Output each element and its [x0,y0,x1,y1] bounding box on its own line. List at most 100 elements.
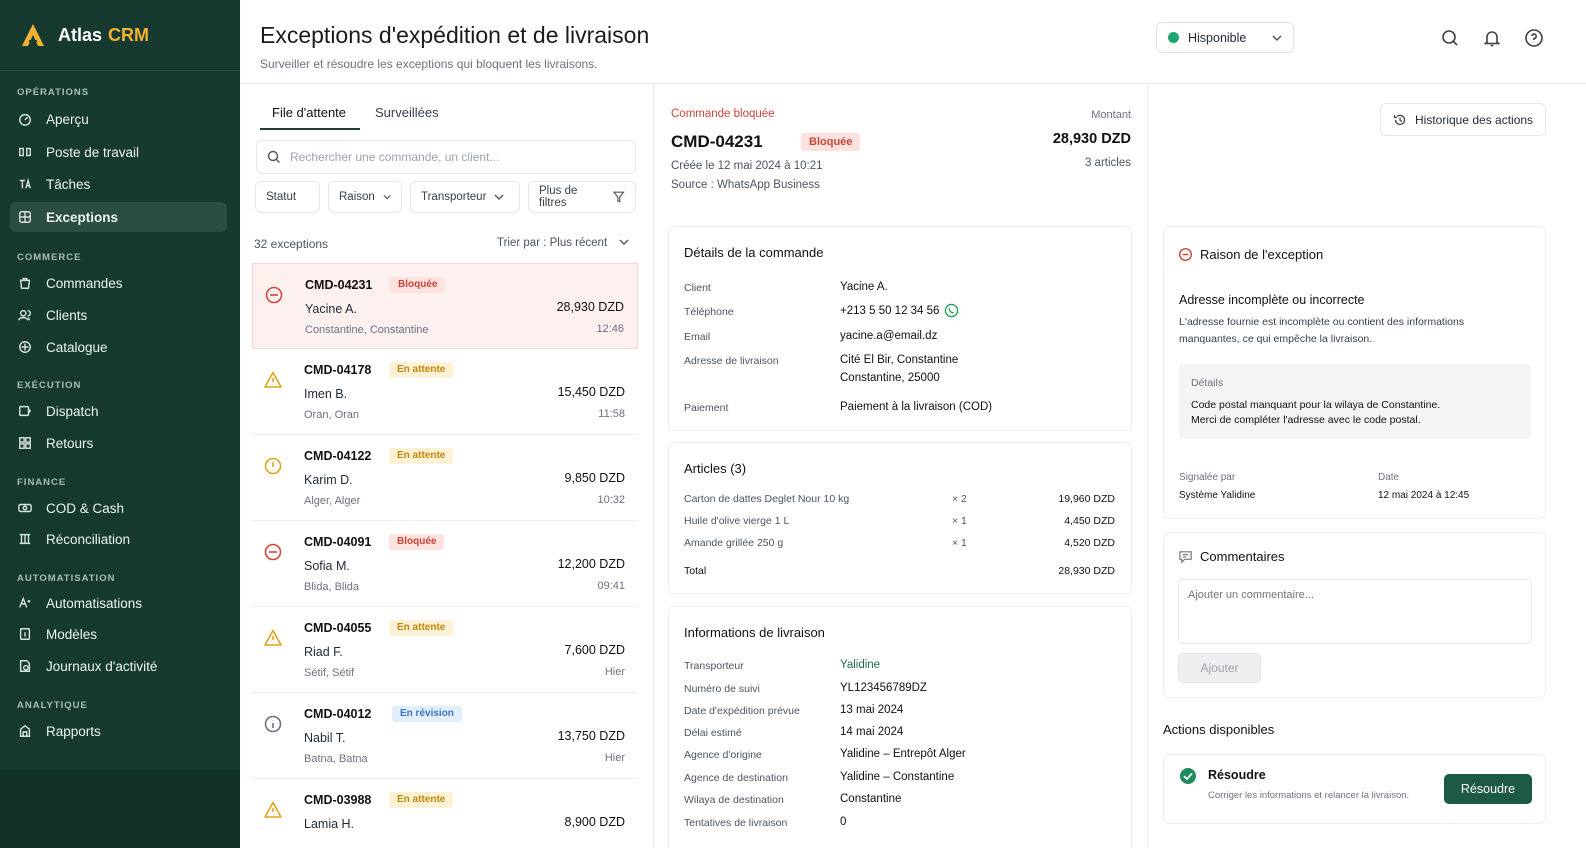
sidebar-item-apercu[interactable]: Aperçu [10,104,227,134]
field-label: Tentatives de livraison [684,817,788,829]
sort-select[interactable]: Trier par : Plus récent [497,237,608,249]
section-automatisation: AUTOMATISATION [17,573,116,584]
delivery-info-card: Informations de livraison Transporteur Y… [668,606,1132,848]
carrier-link[interactable]: Yalidine [840,659,881,671]
notifications-button[interactable] [1482,28,1502,48]
sidebar-item-clients[interactable]: Clients [10,300,227,330]
sidebar-item-reconciliation[interactable]: Réconciliation [10,524,227,554]
status-badge: En attente [389,362,454,378]
order-time: 11:58 [598,408,625,420]
destination-wilaya: Constantine [840,793,902,805]
customer-name: Imen B. [304,387,348,401]
delivery-attempts: 0 [840,816,847,828]
customer-name: Sofia M. [304,559,350,573]
customer-city: Blida, Blida [304,581,360,593]
sidebar-item-commandes[interactable]: Commandes [10,268,227,298]
order-time: 12:46 [596,323,624,335]
help-icon [1525,29,1543,47]
exception-row[interactable]: CMD-04012 En révision Nabil T. Batna, Ba… [252,693,638,779]
article-qty: × 2 [952,493,967,505]
help-button[interactable] [1524,28,1544,48]
history-button[interactable]: Historique des actions [1380,103,1546,136]
exception-row[interactable]: CMD-04231 Bloquée Yacine A. Constantine,… [252,263,638,349]
tasks-icon [19,177,31,189]
sidebar-item-poste-de-travail[interactable]: Poste de travail [10,137,227,167]
details-label: Détails [1191,377,1224,389]
filter-more[interactable]: Plus de filtres [528,181,636,213]
sidebar-item-label: COD & Cash [46,500,125,516]
add-comment-button[interactable]: Ajouter [1178,653,1261,683]
sidebar-item-cod-cash[interactable]: COD & Cash [10,493,227,523]
history-icon [1393,114,1406,125]
brand-suffix: CRM [108,24,150,45]
chevron-down-icon [494,194,504,200]
status-badge: En attente [389,448,454,464]
filter-raison[interactable]: Raison [328,181,402,213]
field-label: Téléphone [684,306,734,318]
section-operations: OPÉRATIONS [17,87,90,98]
field-label: Paiement [684,402,729,414]
eta: 14 mai 2024 [840,726,904,738]
details-line1: Code postal manquant pour la wilaya de C… [1191,399,1441,411]
reason-heading: Adresse incomplète ou incorrecte [1179,293,1365,307]
brand[interactable]: Atlas CRM [20,22,149,48]
search-input[interactable] [290,150,620,164]
card-title: Commentaires [1200,549,1285,564]
brand-name: Atlas [58,24,103,45]
order-amount: 15,450 DZD [557,385,625,399]
sidebar-item-catalogue[interactable]: Catalogue [10,332,227,362]
exception-list-panel: File d'attente Surveillées Statut Raison… [240,84,654,848]
order-detail-panel: Commande bloquée CMD-04231 Bloquée Créée… [654,84,1148,848]
article-name: Huile d'olive vierge 1 L [684,515,790,527]
tab-file-attente[interactable]: File d'attente [272,105,347,120]
filter-icon [613,191,625,203]
comment-icon [1179,551,1192,564]
exception-row[interactable]: CMD-04122 En attente Karim D. Alger, Alg… [252,435,638,521]
article-qty: × 1 [952,537,967,549]
address-line2: Constantine, 25000 [840,372,940,384]
sidebar-item-label: Exceptions [46,209,119,225]
reported-by-value: Système Yalidine [1179,490,1256,501]
sidebar-item-label: Réconciliation [46,531,131,547]
status-badge: En révision [392,706,462,722]
customer-name: Nabil T. [304,731,346,745]
customer-city: Oran, Oran [304,409,360,421]
whatsapp-icon[interactable] [944,303,959,318]
warning-icon [264,801,282,818]
reason-text-line1: L'adresse fournie est incomplète ou cont… [1179,316,1465,328]
date-label: Date [1378,472,1400,483]
sidebar-item-dispatch[interactable]: Dispatch [10,396,227,426]
exception-row[interactable]: CMD-04178 En attente Imen B. Oran, Oran … [252,349,638,435]
filter-statut[interactable]: Statut [255,181,320,213]
sidebar-item-exceptions[interactable]: Exceptions [10,202,227,232]
automation-icon [19,596,31,608]
sidebar-item-modeles[interactable]: Modèles [10,619,227,649]
page-subtitle: Surveiller et résoudre les exceptions qu… [260,57,598,71]
order-amount: 7,600 DZD [564,643,625,657]
sidebar-item-taches[interactable]: Tâches [10,169,227,199]
sidebar-item-rapports[interactable]: Rapports [10,716,227,746]
search-button[interactable] [1440,28,1460,48]
sidebar-item-journaux[interactable]: Journaux d'activité [10,651,227,681]
section-execution: EXÉCUTION [17,380,82,391]
payment-value: Paiement à la livraison (COD) [840,401,993,413]
chevron-down-icon [383,194,391,200]
order-blocked-label: Commande bloquée [671,108,775,120]
tracking-number: YL123456789DZ [840,682,927,694]
availability-value: Hisponible [1188,30,1247,45]
exception-row[interactable]: CMD-04055 En attente Riad F. Sétif, Séti… [252,607,638,693]
sidebar-item-automatisations[interactable]: Automatisations [10,588,227,618]
card-title: Informations de livraison [684,625,825,640]
availability-select[interactable]: Hisponible [1156,22,1294,53]
exception-row[interactable]: CMD-04091 Bloquée Sofia M. Blida, Blida … [252,521,638,607]
tab-surveillees[interactable]: Surveillées [375,105,439,120]
comment-input[interactable] [1178,579,1532,644]
customer-name: Karim D. [304,473,353,487]
sidebar-item-retours[interactable]: Retours [10,428,227,458]
exception-row[interactable]: CMD-03988 En attente Lamia H. 8,900 DZD [252,779,638,848]
customer-city: Alger, Alger [304,495,361,507]
search-box [256,140,636,174]
filter-transporteur[interactable]: Transporteur [410,181,520,213]
reason-text-line2: manquantes, ce qui empêche la livraison. [1179,333,1373,345]
resolve-button[interactable]: Résoudre [1444,774,1532,804]
